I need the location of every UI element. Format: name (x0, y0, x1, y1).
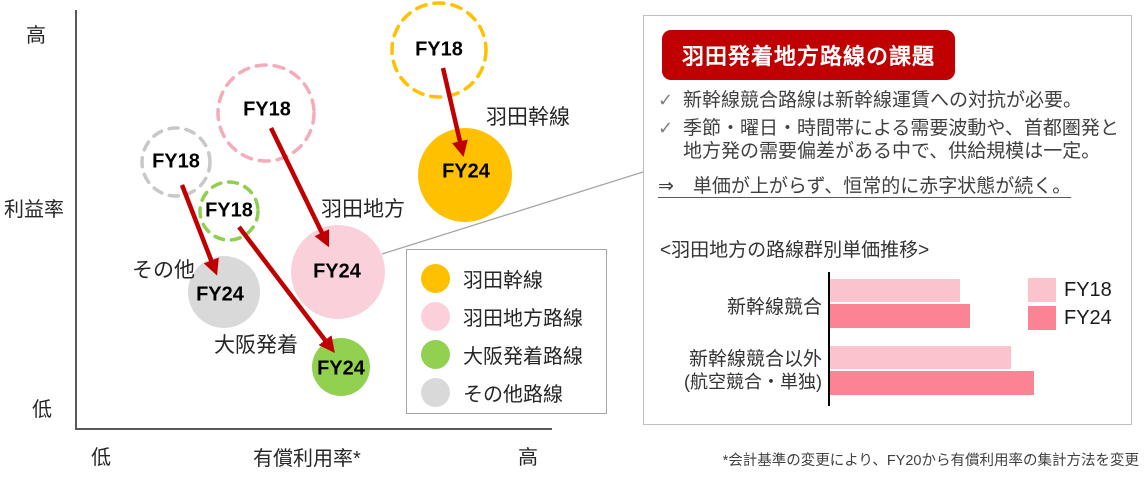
legend-dot-yellow-icon (421, 263, 450, 293)
osaka-fy18-label: FY18 (205, 199, 253, 222)
y-axis-high-label: 高 (26, 25, 46, 47)
legend-item-other: その他路線 (407, 373, 606, 411)
bar-legend-fy24: FY24 (1028, 306, 1112, 330)
bar-category-line2: (航空競合・単独) (684, 372, 822, 392)
x-axis-high-label: 高 (518, 447, 538, 469)
issues-callout-panel: 羽田発着地方路線の課題 ✓ 新幹線競合路線は新幹線運賃への対抗が必要。 ✓ 季節… (643, 15, 1132, 425)
bar-chart-title: <羽田地方の路線群別単価推移> (660, 240, 930, 261)
legend-dot-gray-icon (421, 377, 450, 407)
regional-fy24-label: FY24 (313, 260, 361, 283)
legend-label: 羽田地方路線 (463, 307, 583, 330)
osaka-transition-arrow (237, 225, 335, 354)
trunk-group-label: 羽田幹線 (486, 106, 570, 129)
legend-item-osaka: 大阪発着路線 (407, 335, 606, 373)
check-icon: ✓ (658, 90, 674, 110)
other-transition-arrow (179, 184, 219, 276)
trunk-transition-arrow (440, 67, 468, 158)
bar-legend-chip-light-icon (1028, 278, 1056, 302)
bar-category-line1: 新幹線競合以外 (688, 349, 822, 370)
other-group-label: その他 (132, 259, 195, 282)
trunk-fy18-label: FY18 (415, 38, 463, 61)
y-axis-title: 利益率 (4, 199, 64, 221)
legend-label: その他路線 (463, 383, 563, 406)
osaka-fy24-label: FY24 (317, 357, 365, 380)
osaka-group-label: 大阪発着 (214, 334, 298, 357)
legend-item-haneda-trunk: 羽田幹線 (407, 259, 606, 297)
bar-shinkansen-fy18 (830, 279, 960, 302)
regional-group-label: 羽田地方 (321, 198, 405, 221)
x-axis-low-label: 低 (91, 447, 111, 469)
bar-legend-label: FY18 (1064, 278, 1112, 301)
bullet-list: ✓ 新幹線競合路線は新幹線運賃への対抗が必要。 ✓ 季節・曜日・時間帯による需要… (658, 89, 1124, 168)
bar-legend-label: FY24 (1064, 306, 1112, 329)
x-axis-title: 有償利用率* (253, 448, 361, 470)
other-fy18-label: FY18 (152, 150, 200, 173)
y-axis-low-label: 低 (32, 399, 52, 421)
bar-legend-chip-dark-icon (1028, 306, 1056, 330)
bar-legend-fy18: FY18 (1028, 278, 1112, 302)
conclusion-text: ⇒ 単価が上がらず、恒常的に赤字状態が続く。 (658, 176, 1072, 197)
regional-fy18-label: FY18 (243, 98, 291, 121)
bar-category-nonshinkansen: 新幹線競合以外 (航空競合・単独) (648, 348, 822, 394)
check-icon: ✓ (658, 118, 674, 138)
bullet-text: 季節・曜日・時間帯による需要波動や、首都圏発と地方発の需要偏差がある中で、供給規… (683, 118, 1119, 162)
legend-label: 羽田幹線 (463, 269, 543, 292)
bar-category-shinkansen: 新幹線競合 (726, 297, 822, 318)
other-fy24-label: FY24 (196, 283, 244, 306)
bullet-text: 新幹線競合路線は新幹線運賃への対抗が必要。 (683, 90, 1083, 111)
footnote: *会計基準の変更により、FY20から有償利用率の集計方法を変更 (722, 453, 1139, 469)
scatter-legend: 羽田幹線 羽田地方路線 大阪発着路線 その他路線 (406, 249, 607, 414)
bar-nonshinkansen-fy18 (830, 346, 1011, 369)
callout-connector-line (381, 171, 644, 255)
bar-chart-axis-line (828, 272, 830, 406)
panel-title-badge: 羽田発着地方路線の課題 (662, 30, 956, 80)
regional-transition-arrow (268, 127, 330, 248)
bar-shinkansen-fy24 (830, 304, 970, 328)
trunk-fy24-label: FY24 (442, 160, 490, 183)
legend-dot-pink-icon (421, 301, 450, 331)
bullet-item: ✓ 季節・曜日・時間帯による需要波動や、首都圏発と地方発の需要偏差がある中で、供… (658, 117, 1124, 163)
legend-item-haneda-regional: 羽田地方路線 (407, 297, 606, 335)
legend-label: 大阪発着路線 (463, 345, 583, 368)
bullet-item: ✓ 新幹線競合路線は新幹線運賃への対抗が必要。 (658, 89, 1124, 112)
legend-dot-green-icon (421, 339, 450, 369)
bar-nonshinkansen-fy24 (830, 371, 1034, 395)
